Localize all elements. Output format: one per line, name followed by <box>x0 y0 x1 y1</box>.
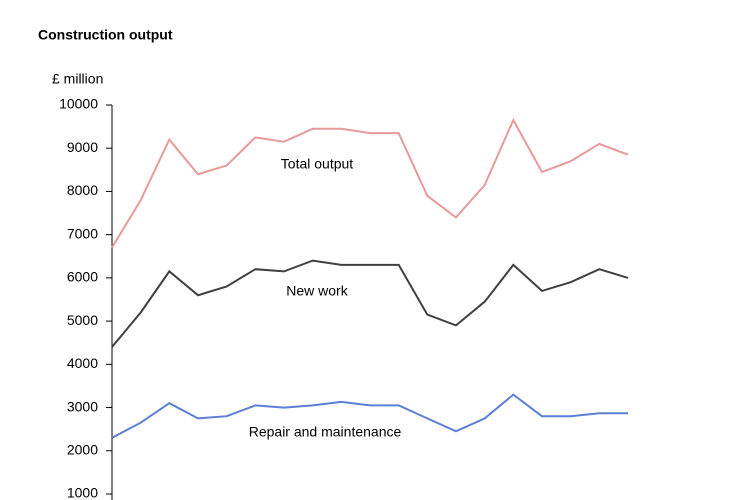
series-label: Repair and maintenance <box>249 424 402 440</box>
y-tick-label: 8000 <box>67 182 98 198</box>
series-line <box>111 259 629 348</box>
y-tick-label: 1000 <box>67 485 98 500</box>
y-tick-label: 4000 <box>67 355 98 371</box>
series-line <box>111 393 628 439</box>
y-tick-label: 2000 <box>67 441 98 457</box>
y-axis-label: £ million <box>52 71 103 87</box>
series-line <box>111 117 629 249</box>
y-tick-label: 7000 <box>67 225 98 241</box>
y-tick-label: 10000 <box>59 96 98 112</box>
series-label: New work <box>286 283 348 299</box>
chart-title: Construction output <box>38 27 173 43</box>
y-tick-label: 5000 <box>67 312 98 328</box>
series-label: Total output <box>281 156 353 172</box>
y-tick-label: 9000 <box>67 139 98 155</box>
y-tick-label: 3000 <box>67 398 98 414</box>
y-tick-label: 6000 <box>67 269 98 285</box>
